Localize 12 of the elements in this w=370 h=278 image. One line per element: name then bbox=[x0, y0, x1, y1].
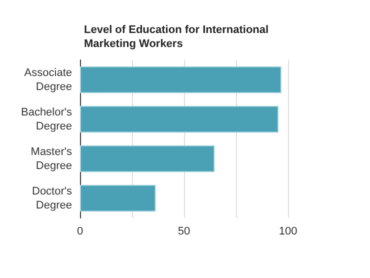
x-tick-label: 100 bbox=[278, 226, 298, 238]
x-tick-label: 0 bbox=[76, 226, 84, 238]
y-tick-label: Bachelor's Degree bbox=[20, 106, 72, 132]
bar bbox=[80, 145, 215, 172]
bar bbox=[80, 66, 282, 94]
chart-title: Level of Education for International Marketing Workers bbox=[84, 24, 272, 50]
x-tick-label: 50 bbox=[178, 226, 190, 238]
bar bbox=[80, 184, 156, 212]
y-tick-label: Doctor's Degree bbox=[32, 185, 72, 212]
y-tick-label: Master's Degree bbox=[30, 146, 72, 172]
y-tick-label: Associate Degree bbox=[24, 66, 72, 93]
bar bbox=[80, 106, 278, 133]
